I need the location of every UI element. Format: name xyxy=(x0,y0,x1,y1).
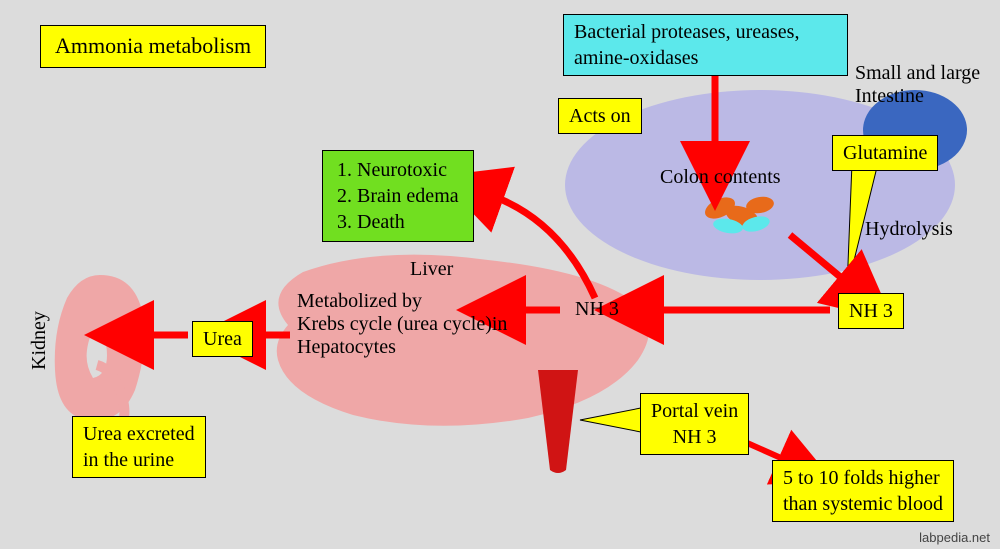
kidney-shape xyxy=(45,270,155,430)
nh3-right-box: NH 3 xyxy=(838,293,904,329)
metabolized-label: Metabolized by Krebs cycle (urea cycle)i… xyxy=(297,290,507,359)
liver-label: Liver xyxy=(410,258,453,281)
portal-tail-icon xyxy=(578,405,648,440)
watermark-label: labpedia.net xyxy=(919,530,990,545)
intestine-label: Small and large Intestine xyxy=(855,62,980,108)
portal-vein-box: Portal vein NH 3 xyxy=(640,393,749,455)
diagram-title: Ammonia metabolism xyxy=(40,25,266,68)
folds-box: 5 to 10 folds higher than systemic blood xyxy=(772,460,954,522)
acts-on-box: Acts on xyxy=(558,98,642,134)
hydrolysis-label: Hydrolysis xyxy=(865,218,953,241)
effects-box: 1. Neurotoxic 2. Brain edema 3. Death xyxy=(322,150,474,242)
portal-vein-shape xyxy=(538,370,578,475)
urea-box: Urea xyxy=(192,321,253,357)
colon-contents-label: Colon contents xyxy=(660,166,781,189)
nh3-liver-label: NH 3 xyxy=(575,298,619,321)
glutamine-box: Glutamine xyxy=(832,135,938,171)
urea-excreted-box: Urea excreted in the urine xyxy=(72,416,206,478)
bacterial-box: Bacterial proteases, ureases, amine-oxid… xyxy=(563,14,848,76)
kidney-label: Kidney xyxy=(28,311,51,370)
colon-contents-icon xyxy=(698,190,788,240)
